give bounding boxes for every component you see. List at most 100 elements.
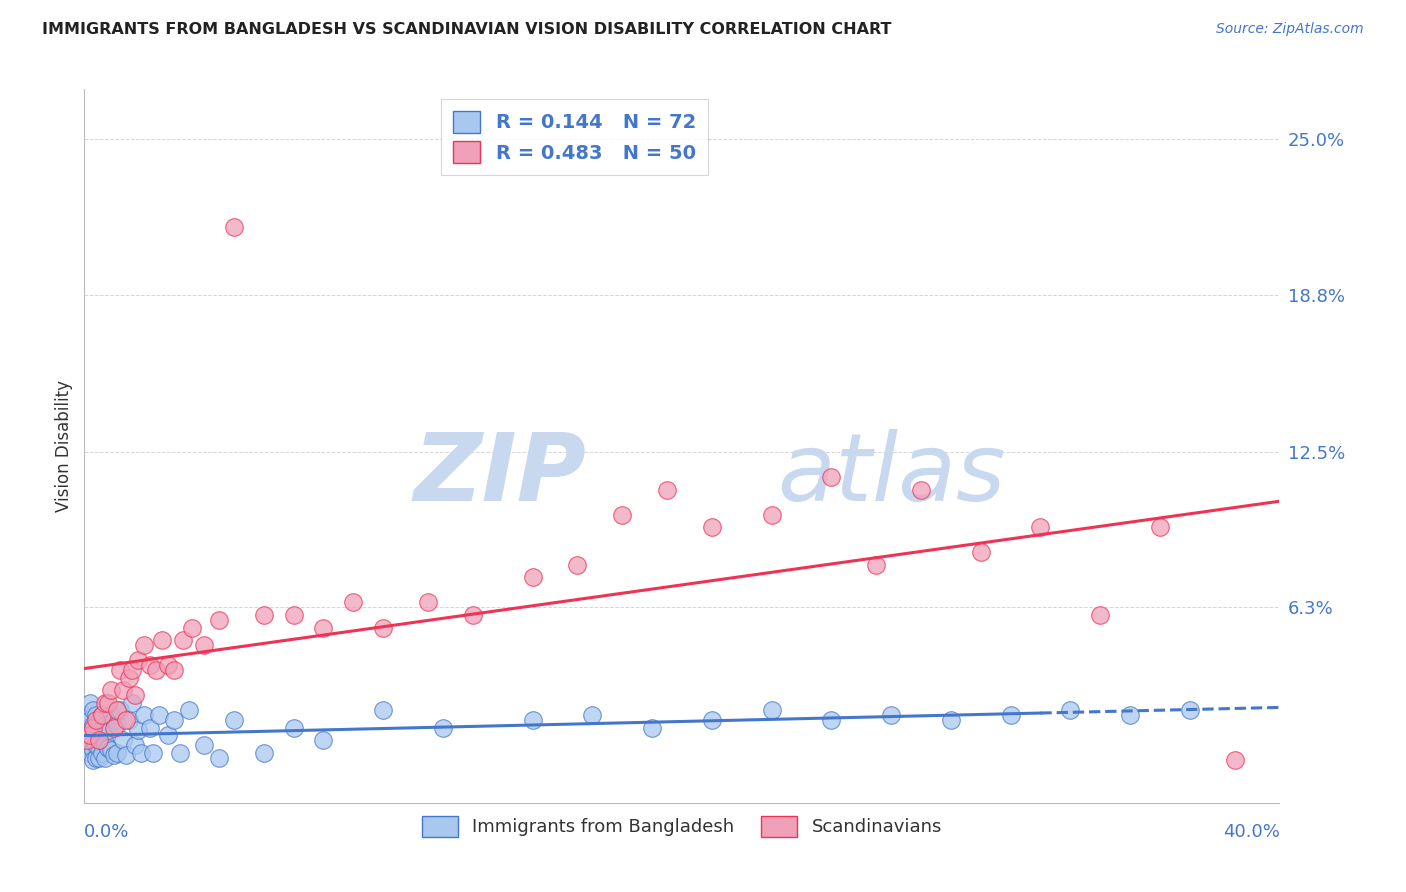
Point: [76, 733, 98, 747]
Point: [163, 663, 186, 677]
Point: [94, 718, 117, 732]
Point: [100, 708, 122, 723]
Point: [86, 708, 108, 723]
Point: [416, 595, 439, 609]
Point: [105, 718, 128, 732]
Point: [169, 746, 191, 760]
Point: [700, 520, 723, 534]
Point: [157, 728, 180, 742]
Y-axis label: Vision Disability: Vision Disability: [55, 380, 73, 512]
Point: [100, 743, 122, 757]
Point: [148, 708, 170, 723]
Point: [118, 671, 141, 685]
Point: [89, 750, 111, 764]
Point: [89, 713, 111, 727]
Text: IMMIGRANTS FROM BANGLADESH VS SCANDINAVIAN VISION DISABILITY CORRELATION CHART: IMMIGRANTS FROM BANGLADESH VS SCANDINAVI…: [42, 22, 891, 37]
Point: [94, 750, 117, 764]
Point: [283, 607, 305, 622]
Text: 0.0%: 0.0%: [84, 822, 129, 841]
Point: [82, 721, 104, 735]
Point: [970, 545, 993, 559]
Point: [121, 696, 143, 710]
Point: [177, 703, 200, 717]
Point: [1149, 520, 1171, 534]
Point: [79, 728, 101, 742]
Point: [145, 663, 167, 677]
Point: [89, 740, 111, 755]
Point: [105, 746, 128, 760]
Text: ZIP: ZIP: [413, 428, 586, 521]
Point: [150, 633, 173, 648]
Point: [312, 733, 335, 747]
Point: [79, 696, 101, 710]
Point: [820, 713, 842, 727]
Point: [91, 723, 114, 738]
Point: [132, 638, 156, 652]
Point: [86, 713, 108, 727]
Text: Source: ZipAtlas.com: Source: ZipAtlas.com: [1216, 22, 1364, 37]
Point: [1000, 708, 1022, 723]
Point: [103, 721, 125, 735]
Point: [97, 740, 120, 755]
Point: [91, 708, 114, 723]
Point: [222, 219, 245, 234]
Point: [129, 746, 152, 760]
Point: [82, 703, 104, 717]
Point: [100, 683, 122, 698]
Point: [1178, 703, 1201, 717]
Point: [86, 725, 108, 739]
Point: [567, 558, 589, 572]
Point: [86, 750, 108, 764]
Point: [105, 703, 128, 717]
Point: [1059, 703, 1081, 717]
Point: [432, 721, 454, 735]
Point: [89, 733, 111, 747]
Point: [76, 721, 98, 735]
Point: [142, 746, 165, 760]
Point: [939, 713, 962, 727]
Point: [253, 746, 276, 760]
Point: [761, 703, 783, 717]
Point: [1119, 708, 1142, 723]
Point: [86, 738, 108, 752]
Point: [181, 621, 204, 635]
Point: [94, 736, 117, 750]
Point: [79, 746, 101, 760]
Point: [103, 713, 125, 727]
Point: [110, 663, 132, 677]
Point: [79, 728, 101, 742]
Point: [76, 738, 98, 752]
Point: [132, 708, 156, 723]
Point: [82, 718, 104, 732]
Point: [121, 663, 143, 677]
Point: [761, 508, 783, 522]
Point: [581, 708, 603, 723]
Point: [880, 708, 903, 723]
Point: [163, 713, 186, 727]
Point: [124, 688, 146, 702]
Point: [193, 738, 215, 752]
Point: [115, 713, 138, 727]
Point: [612, 508, 634, 522]
Point: [641, 721, 664, 735]
Point: [1029, 520, 1052, 534]
Point: [127, 723, 149, 738]
Point: [522, 570, 544, 584]
Point: [373, 621, 395, 635]
Point: [118, 713, 141, 727]
Point: [139, 721, 162, 735]
Text: atlas: atlas: [778, 429, 1005, 520]
Point: [193, 638, 215, 652]
Point: [124, 738, 146, 752]
Point: [342, 595, 364, 609]
Point: [373, 703, 395, 717]
Point: [97, 696, 120, 710]
Point: [522, 713, 544, 727]
Text: 40.0%: 40.0%: [1223, 822, 1279, 841]
Point: [865, 558, 887, 572]
Point: [910, 483, 932, 497]
Point: [139, 658, 162, 673]
Point: [97, 723, 120, 738]
Point: [157, 658, 180, 673]
Point: [283, 721, 305, 735]
